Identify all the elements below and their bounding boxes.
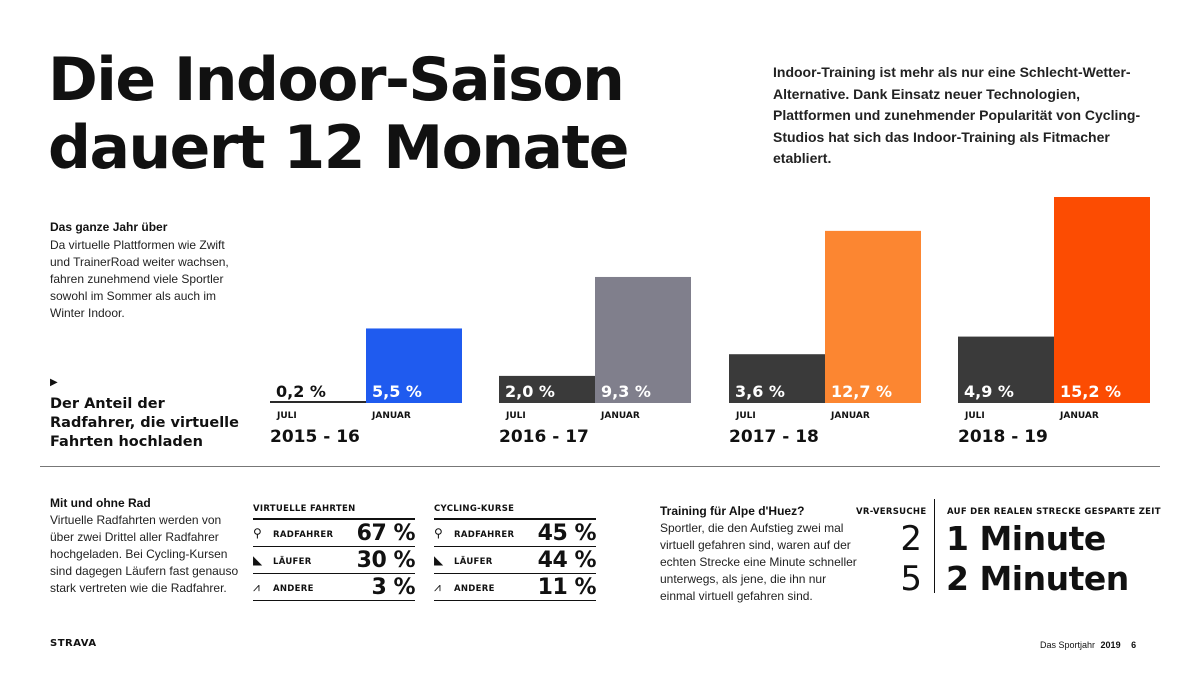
table-row: ⚲ RADFAHRER 67 % (253, 520, 416, 547)
bicycle-icon: ⚲ (434, 526, 443, 540)
page-number: 6 (1131, 640, 1137, 650)
vr-header-right: AUF DER REALEN STRECKE GESPARTE ZEIT (947, 507, 1161, 517)
running-shoe-icon: ◣ (253, 553, 263, 567)
footer-year: 2019 (1100, 640, 1121, 650)
vr-header-left: VR-VERSUCHE (856, 507, 927, 517)
activity-pulse-icon: ⩘ (253, 580, 260, 594)
bar-januar (825, 230, 921, 403)
bar-chart: 0,2 % JULI 5,5 % JANUAR 2015 - 16 2,0 % JULI 9,… (270, 197, 1150, 447)
intro-text: Indoor-Training ist mehr als nur eine Sc… (773, 64, 1141, 166)
headline-line-2: dauert 12 Monate (48, 113, 629, 183)
vr-attempts-1: 2 (900, 519, 922, 559)
vr-attempts-2: 5 (900, 559, 922, 599)
bicycle-icon: ⚲ (253, 526, 262, 540)
play-triangle-icon: ▶ (50, 377, 58, 388)
alpe-title: Training für Alpe d'Huez? (660, 504, 805, 518)
row-value: 30 % (356, 547, 416, 573)
table-header: CYCLING-KURSE (434, 504, 596, 520)
bar-label: JANUAR (600, 411, 640, 421)
mit-ohne-title: Mit und ohne Rad (50, 496, 151, 510)
table-cycling-kurse: CYCLING-KURSE ⚲ RADFAHRER 45 % ◣ LÄUFER … (434, 504, 597, 601)
data-label: 5,5 % (372, 382, 422, 401)
row-label: ANDERE (454, 584, 495, 594)
bar-label: JULI (505, 411, 526, 421)
table-row: ⩘ ANDERE 3 % (253, 574, 415, 601)
table-row: ⩘ ANDERE 11 % (434, 574, 597, 601)
data-label: 4,9 % (964, 382, 1014, 401)
table-row: ◣ LÄUFER 30 % (253, 547, 416, 574)
row-value: 3 % (371, 574, 415, 600)
row-label: LÄUFER (454, 557, 493, 567)
bar-label: JANUAR (371, 411, 411, 421)
bar-label: JANUAR (1059, 411, 1099, 421)
bar-label: JULI (276, 411, 297, 421)
row-value: 45 % (537, 520, 597, 546)
bar-label: JANUAR (830, 411, 870, 421)
vr-separator (934, 499, 935, 593)
bar-juli (270, 401, 366, 403)
category-label: 2015 - 16 (270, 427, 360, 447)
footer-label: Das Sportjahr (1040, 640, 1096, 650)
mit-ohne-text: Virtuelle Radfahrten werden von über zwe… (50, 513, 239, 595)
data-label: 9,3 % (601, 382, 651, 401)
data-label: 2,0 % (505, 382, 555, 401)
row-label: RADFAHRER (273, 530, 334, 540)
row-label: ANDERE (273, 584, 314, 594)
row-value: 44 % (537, 547, 597, 573)
vr-saved-time-2: 2 Minuten (946, 559, 1129, 598)
data-label: 15,2 % (1060, 382, 1121, 401)
bar-juli (499, 375, 595, 403)
vr-saved-time-1: 1 Minute (946, 519, 1106, 558)
data-label: 0,2 % (276, 382, 326, 401)
page-title: Die Indoor-Saison dauert 12 Monate (48, 45, 629, 183)
footer-info: Das Sportjahr 2019 6 (1040, 640, 1136, 650)
bar-label: JULI (735, 411, 756, 421)
running-shoe-icon: ◣ (434, 553, 444, 567)
alpe-text: Sportler, die den Aufstieg zwei mal virt… (660, 521, 857, 603)
row-value: 67 % (356, 520, 416, 546)
data-label: 12,7 % (831, 382, 892, 401)
aside-title: Das ganze Jahr über (50, 220, 168, 234)
bar-juli (729, 354, 825, 403)
row-value: 11 % (537, 574, 597, 600)
row-label: RADFAHRER (454, 530, 515, 540)
activity-pulse-icon: ⩘ (434, 580, 441, 594)
category-label: 2016 - 17 (499, 427, 589, 447)
section-divider (40, 466, 1160, 467)
bar-label: JULI (964, 411, 985, 421)
chart-caption: Der Anteil der Radfahrer, die virtuelle … (50, 396, 239, 450)
aside-text: Da virtuelle Plattformen wie Zwift und T… (50, 238, 229, 320)
category-label: 2018 - 19 (958, 427, 1048, 447)
data-label: 3,6 % (735, 382, 785, 401)
table-header: VIRTUELLE FAHRTEN (253, 504, 415, 520)
row-label: LÄUFER (273, 557, 312, 567)
table-row: ⚲ RADFAHRER 45 % (434, 520, 597, 547)
bar-januar (366, 328, 462, 403)
headline-line-1: Die Indoor-Saison (48, 45, 625, 115)
bar-januar (595, 276, 691, 403)
table-virtuelle-fahrten: VIRTUELLE FAHRTEN ⚲ RADFAHRER 67 % ◣ LÄU… (253, 504, 416, 601)
table-row: ◣ LÄUFER 44 % (434, 547, 597, 574)
bar-juli (958, 336, 1054, 403)
strava-logo: STRAVA (50, 638, 97, 649)
category-label: 2017 - 18 (729, 427, 819, 447)
bar-januar (1054, 197, 1150, 403)
